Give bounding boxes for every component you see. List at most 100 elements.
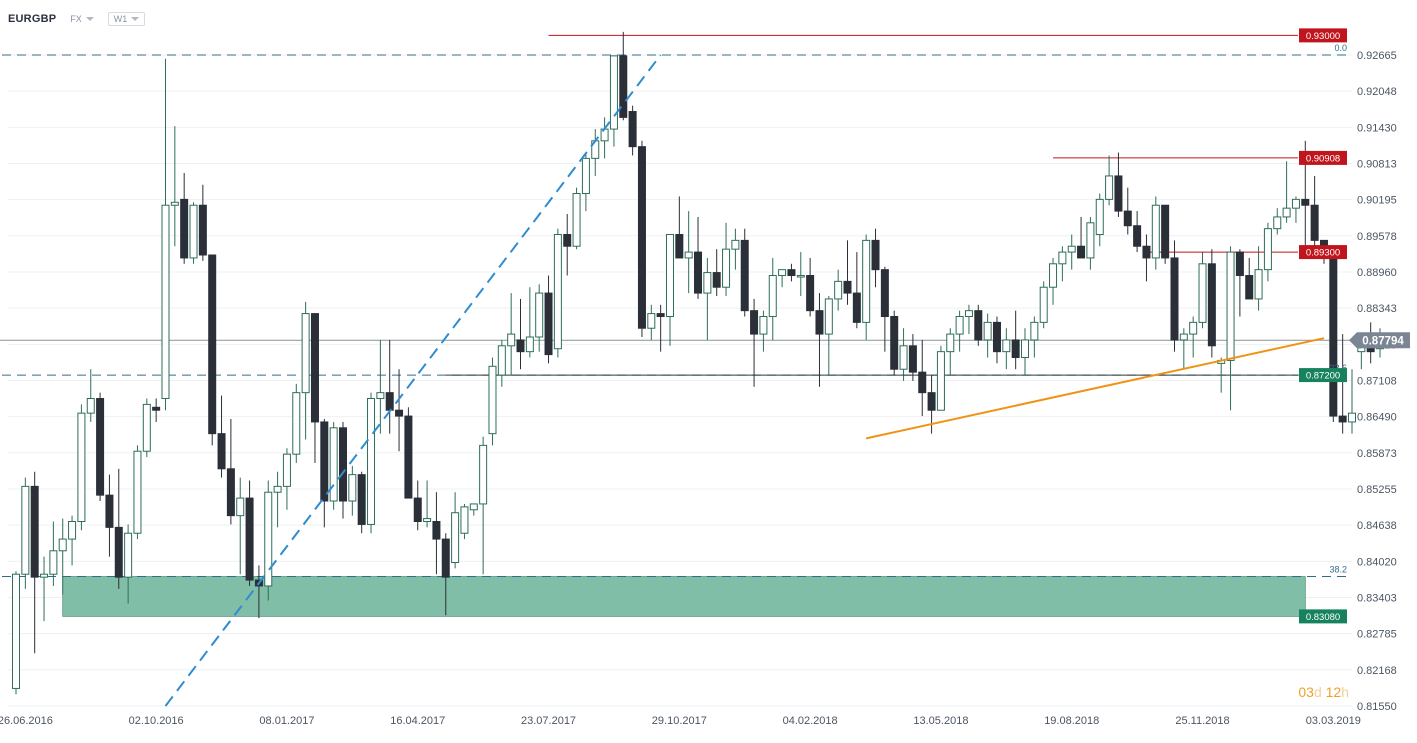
candle-bearish[interactable] [544,275,553,364]
candle-bullish[interactable] [946,328,955,376]
candle-bullish[interactable] [1348,369,1356,434]
candle-bearish[interactable] [338,421,347,519]
candle-bearish[interactable] [1235,249,1244,317]
candle-bearish[interactable] [637,140,646,338]
candle-bearish[interactable] [245,480,254,586]
candle-bearish[interactable] [1207,249,1216,358]
candle-bearish[interactable] [413,480,422,531]
candle-bearish[interactable] [619,31,628,121]
candle-bullish[interactable] [1189,316,1198,358]
candle-bullish[interactable] [553,228,562,358]
candle-bullish[interactable] [469,503,478,516]
candle-bullish[interactable] [703,257,712,340]
candle-bearish[interactable] [152,398,161,422]
candle-bullish[interactable] [142,398,151,458]
candle-bearish[interactable] [1310,175,1319,258]
candle-bullish[interactable] [68,515,77,566]
candle-bullish[interactable] [778,269,787,288]
candle-bullish[interactable] [170,126,179,247]
candle-bullish[interactable] [1263,222,1272,282]
candle-bearish[interactable] [1077,216,1086,259]
candle-bullish[interactable] [21,477,30,589]
candle-bullish[interactable] [282,448,291,510]
candle-bullish[interactable] [77,404,86,531]
candle-bullish[interactable] [600,117,609,159]
candle-bullish[interactable] [1179,328,1188,370]
candle-bearish[interactable] [1329,251,1338,422]
candle-bullish[interactable] [647,304,656,340]
candle-bullish[interactable] [1151,196,1160,270]
candle-bearish[interactable] [395,369,404,452]
candle-bullish[interactable] [301,301,310,440]
candle-bearish[interactable] [105,474,114,557]
candle-bullish[interactable] [768,257,777,340]
candle-bullish[interactable] [1058,246,1067,282]
candle-bullish[interactable] [40,556,49,622]
candle-bullish[interactable] [460,503,469,540]
price-level-tag[interactable] [1299,150,1347,165]
candle-bullish[interactable] [731,228,740,270]
candle-bearish[interactable] [740,228,749,317]
candle-bullish[interactable] [292,383,301,463]
candle-bearish[interactable] [180,173,189,264]
candle-bearish[interactable] [1114,152,1123,217]
candle-bullish[interactable] [581,152,590,212]
candle-bullish[interactable] [862,234,871,340]
candle-bullish[interactable] [665,234,674,346]
dashed-trendline[interactable] [164,54,662,707]
candle-bearish[interactable] [1142,234,1151,282]
candle-bearish[interactable] [974,304,983,346]
candle-bullish[interactable] [525,287,534,358]
candle-bullish[interactable] [1039,281,1048,329]
candle-bearish[interactable] [1123,187,1132,235]
candle-bullish[interactable] [124,524,133,604]
candle-bearish[interactable] [871,228,880,288]
candle-bullish[interactable] [1105,155,1114,206]
candle-bullish[interactable] [684,211,693,294]
candle-bullish[interactable] [49,521,58,586]
candle-bearish[interactable] [992,316,1001,364]
candle-bearish[interactable] [357,471,366,534]
candle-bearish[interactable] [1161,204,1170,264]
price-level-tag[interactable] [1299,368,1347,383]
candle-bearish[interactable] [385,339,394,434]
rising-trendline[interactable] [865,337,1325,440]
candle-bearish[interactable] [198,184,207,261]
price-level-tag[interactable] [1299,609,1347,624]
candle-bearish[interactable] [806,257,815,317]
candle-bullish[interactable] [591,129,600,176]
candle-bearish[interactable] [656,304,665,352]
candle-bearish[interactable] [1338,334,1347,434]
candle-bullish[interactable] [535,284,544,352]
candle-bullish[interactable] [236,477,245,575]
market-dropdown[interactable]: FX [64,12,100,26]
candle-bearish[interactable] [1011,310,1020,370]
candle-bullish[interactable] [329,421,338,510]
candle-bullish[interactable] [1086,216,1095,270]
candle-bearish[interactable] [217,395,226,478]
candle-bullish[interactable] [12,571,21,695]
candle-bullish[interactable] [899,328,908,381]
candle-bullish[interactable] [423,480,432,528]
price-level-tag[interactable] [1299,245,1347,260]
candle-bullish[interactable] [1095,193,1104,247]
candle-bullish[interactable] [488,357,497,446]
candle-bullish[interactable] [936,345,945,411]
candle-bearish[interactable] [432,492,441,575]
candle-bullish[interactable] [86,369,95,422]
candle-bearish[interactable] [114,468,123,589]
candle-bearish[interactable] [890,310,899,376]
candle-bearish[interactable] [404,407,413,499]
candle-bullish[interactable] [133,445,142,540]
candle-bearish[interactable] [694,216,703,299]
candle-bullish[interactable] [507,293,516,376]
candle-bullish[interactable] [451,492,460,569]
candle-bullish[interactable] [834,269,843,311]
candle-bullish[interactable] [964,304,973,335]
candle-bullish[interactable] [609,55,618,147]
candle-bearish[interactable] [441,533,450,616]
candle-bullish[interactable] [497,339,506,387]
candle-bullish[interactable] [161,58,170,411]
candle-bullish[interactable] [348,465,357,516]
